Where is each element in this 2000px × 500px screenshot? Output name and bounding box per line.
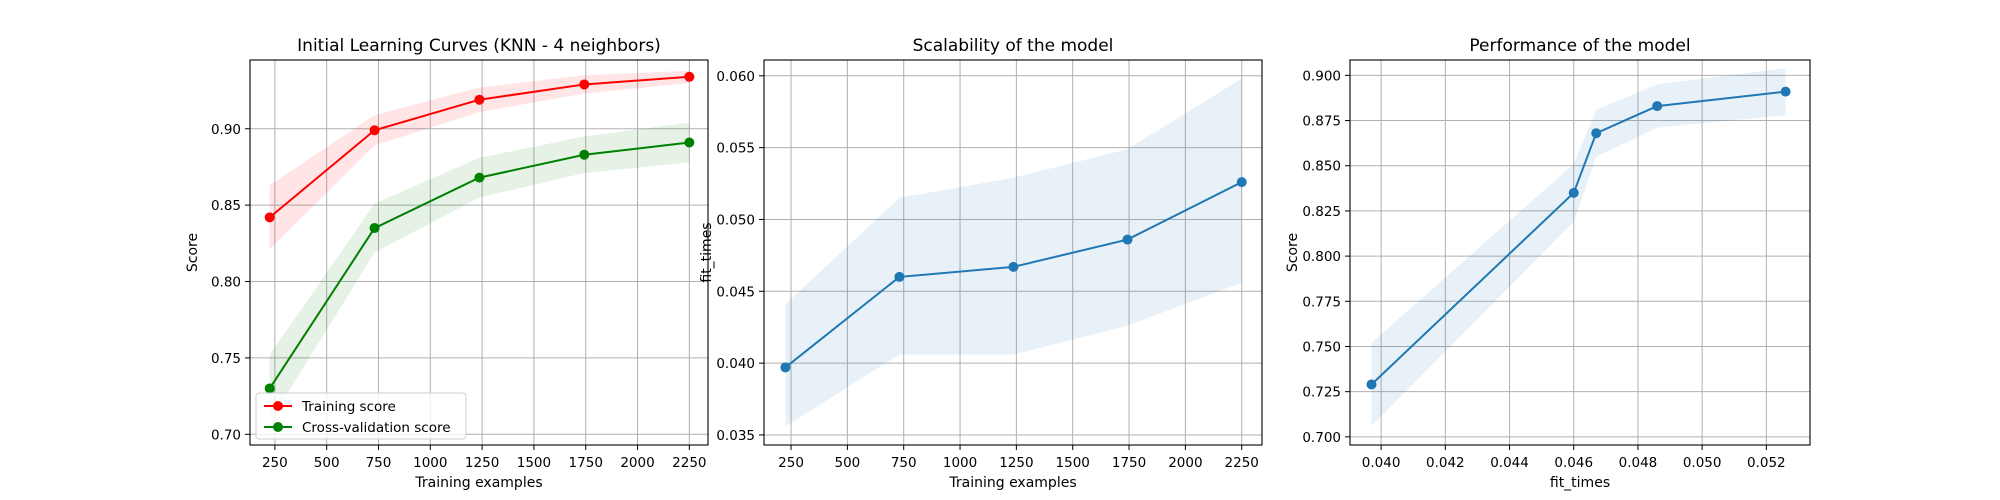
- x-tick-label: 0.040: [1362, 455, 1401, 471]
- x-tick-label: 1750: [1112, 455, 1146, 471]
- y-tick-label: 0.035: [716, 428, 755, 444]
- y-tick-label: 0.040: [716, 356, 755, 372]
- chart-2: 250 500 750 1000 1250 1500 1750 2000 2250 0.035 0.…: [699, 36, 1263, 491]
- x-tick-label: 500: [834, 455, 860, 471]
- x-tick-label: 1000: [943, 455, 977, 471]
- x-tick-label: 0.046: [1554, 455, 1593, 471]
- series-1: [1366, 68, 1791, 427]
- chart-3: 0.040 0.042 0.044 0.046 0.048 0.050 0.052 0.700…: [1285, 36, 1811, 491]
- y-tick-label: 0.850: [1302, 159, 1341, 175]
- x-tick-label: 0.052: [1747, 455, 1786, 471]
- x-tick-label: 1250: [465, 455, 499, 471]
- x-tick-label: 2250: [672, 455, 706, 471]
- y-tick-label: 0.875: [1302, 114, 1341, 130]
- legend-label: Training score: [301, 399, 396, 415]
- legend-item: Training score: [264, 399, 396, 415]
- y-tick-label: 0.055: [716, 141, 755, 157]
- confidence-band: [785, 78, 1242, 427]
- x-tick-label: 500: [314, 455, 340, 471]
- data-point: [579, 149, 590, 160]
- y-tick-label: 0.775: [1302, 294, 1341, 310]
- x-tick-label: 750: [891, 455, 917, 471]
- y-tick-label: 0.725: [1302, 385, 1341, 401]
- x-tick-label: 2000: [620, 455, 654, 471]
- x-tick-label: 0.042: [1426, 455, 1465, 471]
- data-point: [780, 362, 791, 373]
- confidence-band: [1371, 68, 1786, 427]
- y-tick-label: 0.700: [1302, 430, 1341, 446]
- data-point: [264, 212, 275, 223]
- y-tick-label: 0.70: [211, 427, 241, 443]
- legend: Training score Cross-validation score: [255, 392, 467, 440]
- series-1: [264, 70, 695, 250]
- axes-frame: [249, 59, 709, 446]
- x-axis-label: fit_times: [1550, 475, 1610, 491]
- chart-title: Initial Learning Curves (KNN - 4 neighbo…: [297, 36, 661, 56]
- y-tick-label: 0.75: [211, 351, 241, 367]
- x-tick-label: 0.044: [1490, 455, 1529, 471]
- chart-title: Performance of the model: [1469, 36, 1690, 56]
- data-point: [1008, 261, 1019, 272]
- data-point: [684, 71, 695, 82]
- y-tick-label: 0.90: [211, 122, 241, 138]
- data-point: [1236, 177, 1247, 188]
- series-1: [780, 78, 1247, 427]
- legend-frame: [255, 392, 467, 440]
- data-point: [474, 172, 485, 183]
- x-tick-label: 750: [366, 455, 392, 471]
- legend-item: Cross-validation score: [264, 420, 451, 436]
- x-tick-label: 2250: [1225, 455, 1259, 471]
- x-tick-label: 1750: [569, 455, 603, 471]
- data-point: [684, 137, 695, 148]
- y-tick-label: 0.900: [1302, 68, 1341, 84]
- data-point: [264, 383, 275, 394]
- x-axis-label: Training examples: [414, 475, 542, 491]
- data-point: [1780, 86, 1791, 97]
- x-tick-label: 1500: [517, 455, 551, 471]
- data-point: [369, 223, 380, 234]
- y-tick-label: 0.050: [716, 212, 755, 228]
- confidence-band: [269, 70, 690, 250]
- data-point: [474, 94, 485, 105]
- series-2: [264, 122, 695, 423]
- x-tick-label: 250: [262, 455, 288, 471]
- chart-1: 250 500 750 1000 1250 1500 1750 2000 2250 0.70 0.7…: [185, 36, 709, 491]
- data-point: [579, 79, 590, 90]
- y-tick-label: 0.060: [716, 69, 755, 85]
- x-axis-label: Training examples: [948, 475, 1076, 491]
- y-tick-label: 0.85: [211, 198, 241, 214]
- data-point: [1568, 187, 1579, 198]
- y-tick-label: 0.80: [211, 275, 241, 291]
- chart-title: Scalability of the model: [913, 36, 1114, 56]
- axes-frame: [763, 59, 1263, 446]
- y-tick-label: 0.750: [1302, 339, 1341, 355]
- x-tick-label: 1500: [1056, 455, 1090, 471]
- y-axis-label: Score: [185, 233, 201, 272]
- data-point: [1122, 234, 1133, 245]
- legend-marker: [273, 422, 283, 432]
- x-tick-label: 0.050: [1683, 455, 1722, 471]
- y-tick-label: 0.045: [716, 284, 755, 300]
- data-point: [369, 125, 380, 136]
- axes-frame: [1349, 59, 1811, 446]
- y-axis-label: fit_times: [699, 222, 715, 282]
- y-axis-label: Score: [1285, 233, 1301, 272]
- data-point: [1366, 379, 1377, 390]
- x-tick-label: 0.048: [1619, 455, 1658, 471]
- y-tick-label: 0.800: [1302, 249, 1341, 265]
- x-tick-label: 2000: [1168, 455, 1202, 471]
- legend-marker: [273, 401, 283, 411]
- data-point: [1652, 101, 1663, 112]
- legend-label: Cross-validation score: [302, 420, 451, 436]
- x-tick-label: 250: [778, 455, 804, 471]
- y-tick-label: 0.825: [1302, 204, 1341, 220]
- x-tick-label: 1250: [999, 455, 1033, 471]
- data-point: [1591, 128, 1602, 139]
- x-tick-label: 1000: [413, 455, 447, 471]
- data-point: [894, 271, 905, 282]
